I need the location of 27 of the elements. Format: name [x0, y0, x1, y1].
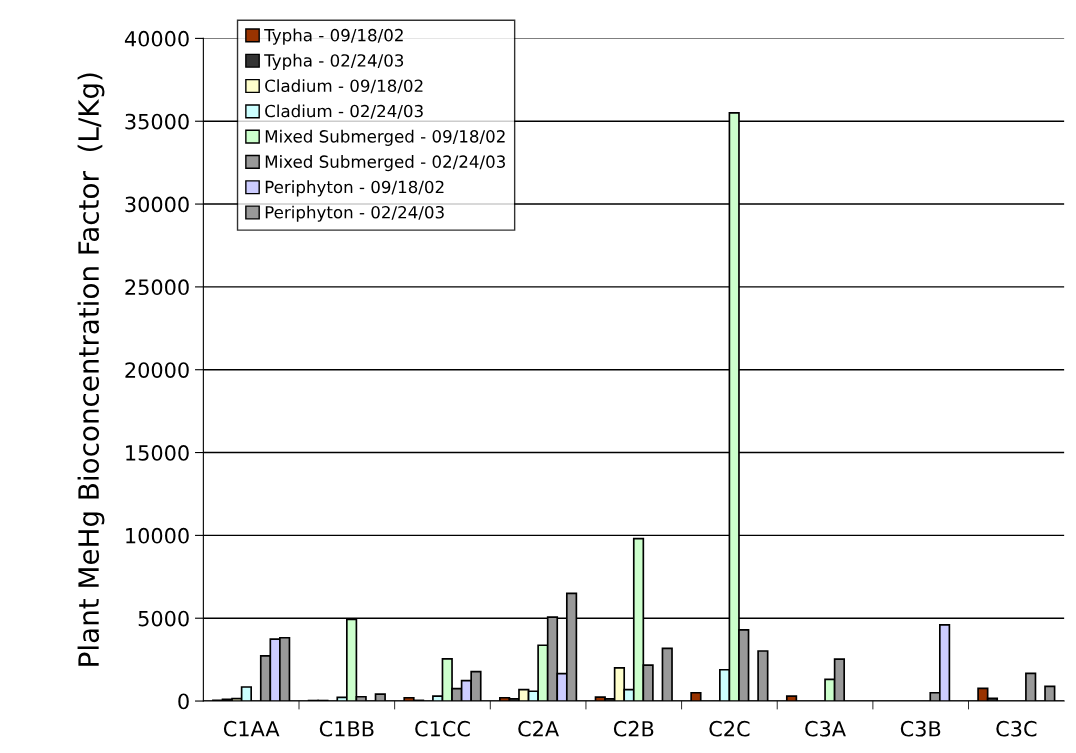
y-tick-label: 40000: [124, 30, 189, 47]
x-tick-label: C2C: [709, 720, 750, 737]
legend-label: Periphyton - 02/24/03: [265, 205, 444, 222]
legend-label: Cladium - 09/18/02: [265, 79, 423, 94]
x-tick-label: C3B: [900, 720, 941, 737]
legend-label: Typha - 09/18/02: [264, 28, 403, 45]
y-tick-label: 20000: [125, 362, 189, 378]
y-tick-label: 15000: [126, 445, 189, 461]
legend-label: Cladium - 02/24/03: [265, 104, 423, 119]
x-tick-label: C1CC: [415, 720, 470, 737]
y-tick-label: 10000: [126, 527, 189, 544]
x-tick-label: C3C: [996, 720, 1037, 737]
y-axis-title: Plant MeHg Bioconcentration Factor (L/Kg): [77, 73, 105, 666]
x-tick-label: C3A: [805, 720, 846, 737]
legend-label: Mixed Submerged - 02/24/03: [265, 155, 505, 172]
x-tick-label: C1AA: [223, 720, 280, 737]
y-tick-label: 0: [178, 693, 189, 710]
x-tick-label: C2B: [613, 720, 654, 737]
y-tick-label: 35000: [125, 113, 189, 130]
legend-label: Periphyton - 09/18/02: [265, 180, 444, 197]
x-tick-label: C2A: [518, 720, 559, 737]
x-tick-label: C1BB: [319, 720, 374, 737]
y-tick-label: 30000: [125, 196, 189, 213]
y-tick-label: 5000: [138, 610, 189, 627]
y-tick-label: 25000: [125, 279, 189, 296]
legend-label: Mixed Submerged - 09/18/02: [265, 129, 505, 146]
legend-label: Typha - 02/24/03: [264, 53, 404, 70]
